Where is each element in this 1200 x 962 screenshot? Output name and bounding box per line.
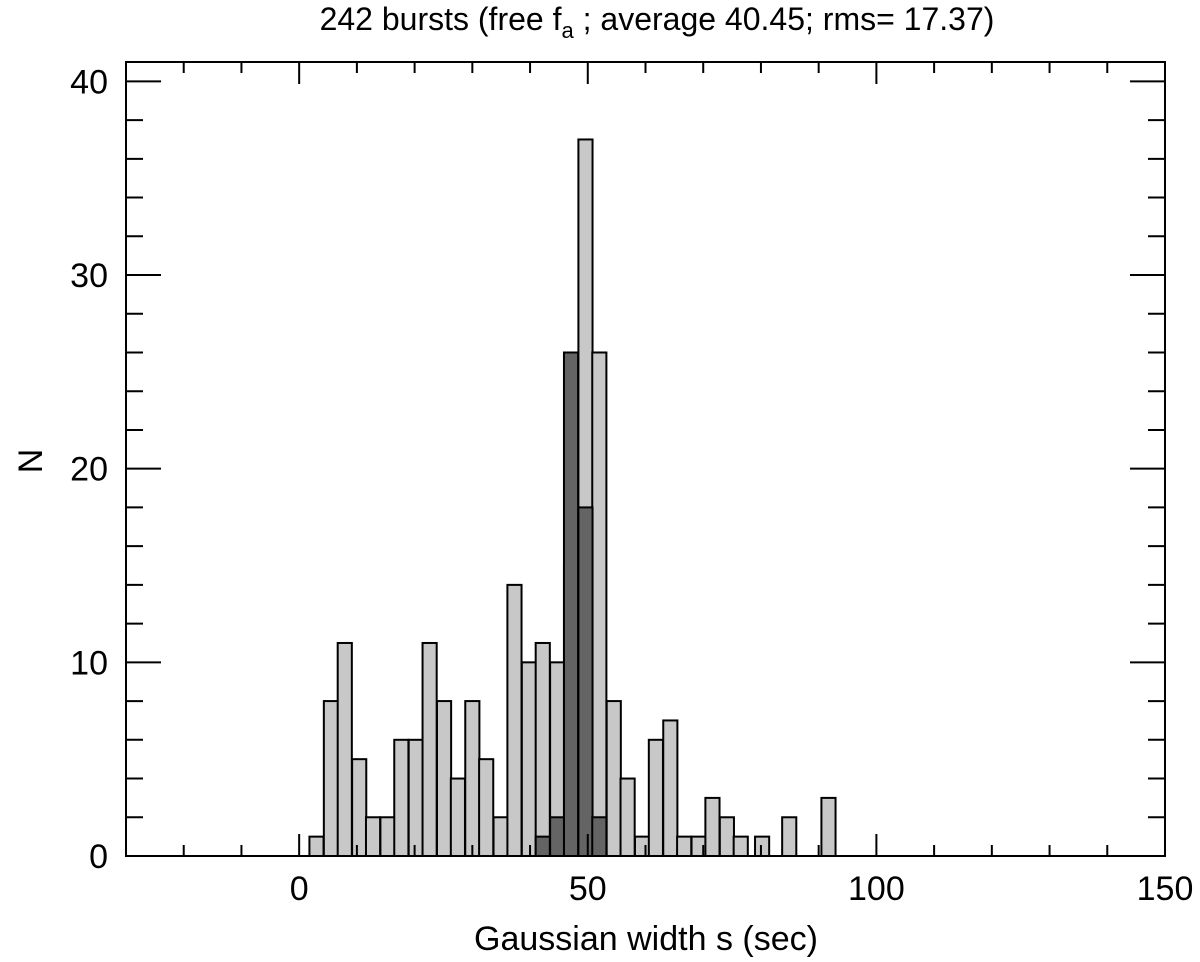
axis-tick-labels: 0 50 100 150 0 10 20 30 40	[70, 63, 1193, 908]
x-tick-label: 0	[290, 870, 309, 908]
light-bar	[322, 700, 339, 858]
light-bar	[435, 700, 453, 858]
light-bar	[676, 835, 693, 858]
y-tick-label: 40	[70, 63, 108, 101]
dark-bar	[577, 506, 594, 857]
light-bar	[591, 351, 608, 857]
x-axis-label: Gaussian width s (sec)	[474, 920, 818, 958]
dark-bar	[562, 351, 580, 857]
light-bar	[379, 816, 396, 858]
light-bar	[492, 816, 509, 858]
x-tick-label: 150	[1137, 870, 1194, 908]
light-bar	[619, 777, 636, 857]
y-tick-label: 0	[89, 838, 108, 876]
light-bar	[718, 816, 735, 858]
light-bar	[662, 719, 679, 857]
chart-title: 242 bursts (free fa ; average 40.45; rms…	[320, 1, 995, 43]
y-axis-label: N	[12, 449, 50, 474]
light-bar	[478, 758, 495, 857]
light-bar	[449, 777, 466, 857]
light-bar	[605, 700, 622, 858]
light-bar	[407, 738, 424, 857]
y-tick-label: 20	[70, 451, 108, 489]
light-bar	[534, 641, 551, 857]
chart-title-subscript: a	[561, 18, 574, 43]
x-tick-label: 50	[569, 870, 607, 908]
light-bar	[781, 816, 798, 858]
light-bar	[732, 835, 749, 858]
light-bar	[520, 661, 537, 858]
dark-bar	[549, 816, 566, 858]
light-bar	[704, 796, 721, 858]
y-tick-label: 10	[70, 644, 108, 682]
chart-title-prefix: 242 bursts (free f	[320, 1, 562, 37]
light-bar	[351, 758, 368, 857]
light-bar	[421, 641, 438, 857]
light-bar	[647, 738, 664, 857]
chart-title-suffix: ; average 40.45; rms= 17.37)	[574, 1, 995, 37]
light-bar	[506, 583, 523, 857]
light-bar	[464, 700, 481, 858]
light-bar	[820, 796, 837, 858]
light-bar	[633, 835, 651, 858]
light-bar	[393, 738, 410, 857]
y-tick-label: 30	[70, 257, 108, 295]
plot-frame	[125, 61, 1166, 857]
light-bar	[364, 816, 382, 858]
light-bar	[336, 641, 353, 857]
x-tick-label: 100	[848, 870, 905, 908]
light-bar	[754, 835, 771, 858]
dark-bar	[534, 835, 551, 858]
dark-bar	[591, 816, 608, 858]
axis-ticks	[126, 62, 1166, 857]
light-bar	[308, 835, 325, 858]
